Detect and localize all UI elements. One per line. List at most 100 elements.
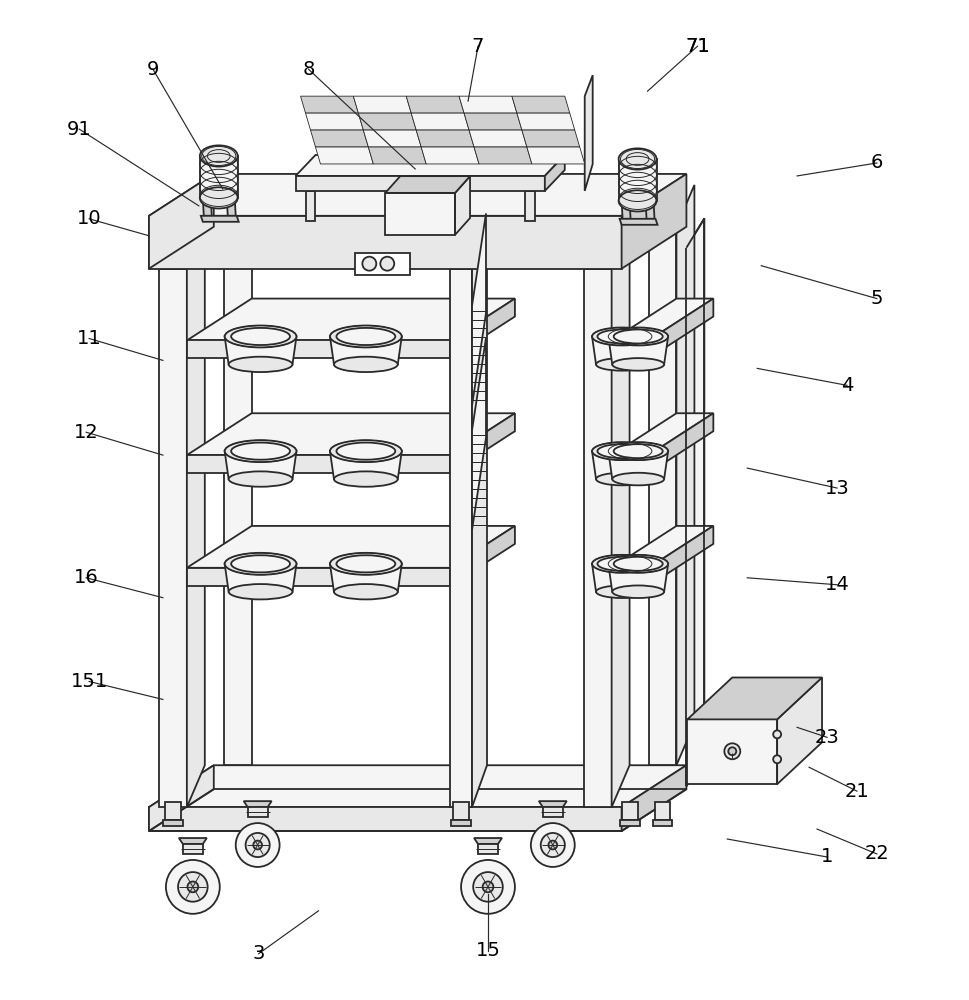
Text: 151: 151 [71, 672, 108, 691]
Polygon shape [478, 844, 497, 854]
Polygon shape [524, 191, 534, 221]
Ellipse shape [229, 471, 293, 487]
Text: 5: 5 [870, 289, 882, 308]
Ellipse shape [329, 553, 401, 575]
Polygon shape [776, 677, 821, 784]
Polygon shape [450, 269, 472, 807]
Circle shape [540, 833, 564, 857]
Polygon shape [516, 113, 575, 130]
Polygon shape [200, 156, 237, 198]
Polygon shape [472, 227, 486, 807]
Text: 22: 22 [863, 844, 889, 863]
Polygon shape [472, 338, 485, 530]
Polygon shape [159, 269, 187, 807]
Polygon shape [584, 75, 592, 191]
Text: 12: 12 [74, 423, 99, 442]
Polygon shape [416, 130, 474, 147]
Polygon shape [421, 147, 479, 164]
Polygon shape [450, 299, 515, 358]
Polygon shape [300, 96, 358, 113]
Circle shape [724, 743, 739, 759]
Polygon shape [305, 113, 363, 130]
Polygon shape [591, 564, 651, 592]
Circle shape [380, 257, 393, 271]
Polygon shape [608, 564, 668, 592]
Polygon shape [225, 564, 297, 592]
Polygon shape [187, 299, 515, 340]
Text: 10: 10 [77, 209, 102, 228]
Text: 11: 11 [77, 329, 102, 348]
Ellipse shape [611, 473, 664, 485]
Polygon shape [203, 198, 211, 216]
Ellipse shape [225, 326, 297, 347]
Circle shape [235, 823, 279, 867]
Ellipse shape [597, 329, 645, 343]
Text: 1: 1 [820, 847, 832, 866]
Polygon shape [687, 677, 821, 719]
Polygon shape [652, 820, 672, 826]
Polygon shape [225, 451, 297, 479]
Polygon shape [648, 227, 675, 765]
Polygon shape [611, 455, 648, 473]
Circle shape [473, 872, 502, 902]
Circle shape [530, 823, 575, 867]
Circle shape [772, 755, 780, 763]
Ellipse shape [613, 329, 662, 343]
Polygon shape [178, 838, 206, 844]
Circle shape [772, 730, 780, 738]
Ellipse shape [333, 471, 397, 487]
Ellipse shape [336, 443, 395, 460]
Polygon shape [296, 155, 564, 176]
Polygon shape [611, 227, 629, 807]
Polygon shape [183, 844, 203, 854]
Polygon shape [329, 451, 401, 479]
Polygon shape [187, 568, 450, 586]
Text: 8: 8 [302, 60, 314, 79]
Polygon shape [187, 340, 450, 358]
Text: 9: 9 [146, 60, 159, 79]
Polygon shape [539, 801, 566, 807]
Polygon shape [591, 451, 651, 479]
Ellipse shape [329, 440, 401, 462]
Polygon shape [149, 807, 621, 831]
Ellipse shape [608, 327, 668, 345]
Polygon shape [611, 340, 648, 358]
Polygon shape [201, 216, 238, 222]
Ellipse shape [200, 145, 237, 167]
Circle shape [178, 872, 207, 902]
Circle shape [460, 860, 515, 914]
Polygon shape [648, 413, 712, 473]
Text: 71: 71 [684, 37, 709, 56]
Polygon shape [608, 451, 668, 479]
Polygon shape [611, 299, 712, 340]
Polygon shape [353, 96, 411, 113]
Polygon shape [618, 159, 656, 201]
Polygon shape [545, 155, 564, 191]
Polygon shape [385, 176, 470, 193]
Polygon shape [472, 213, 485, 405]
Polygon shape [619, 820, 639, 826]
Ellipse shape [336, 555, 395, 572]
Text: 21: 21 [844, 782, 868, 801]
Polygon shape [543, 807, 562, 817]
Ellipse shape [231, 328, 290, 345]
Polygon shape [621, 765, 686, 831]
Polygon shape [149, 216, 621, 269]
Polygon shape [227, 198, 235, 216]
Polygon shape [621, 174, 686, 269]
Polygon shape [355, 253, 410, 275]
Ellipse shape [200, 187, 237, 208]
Polygon shape [474, 147, 531, 164]
Polygon shape [305, 191, 315, 221]
Polygon shape [450, 413, 515, 473]
Polygon shape [621, 802, 637, 820]
Ellipse shape [595, 585, 647, 598]
Text: 23: 23 [814, 728, 838, 747]
Ellipse shape [608, 442, 668, 460]
Polygon shape [512, 96, 569, 113]
Polygon shape [224, 227, 251, 765]
Polygon shape [406, 96, 463, 113]
Polygon shape [149, 765, 686, 807]
Text: 4: 4 [840, 376, 853, 395]
Polygon shape [187, 227, 204, 807]
